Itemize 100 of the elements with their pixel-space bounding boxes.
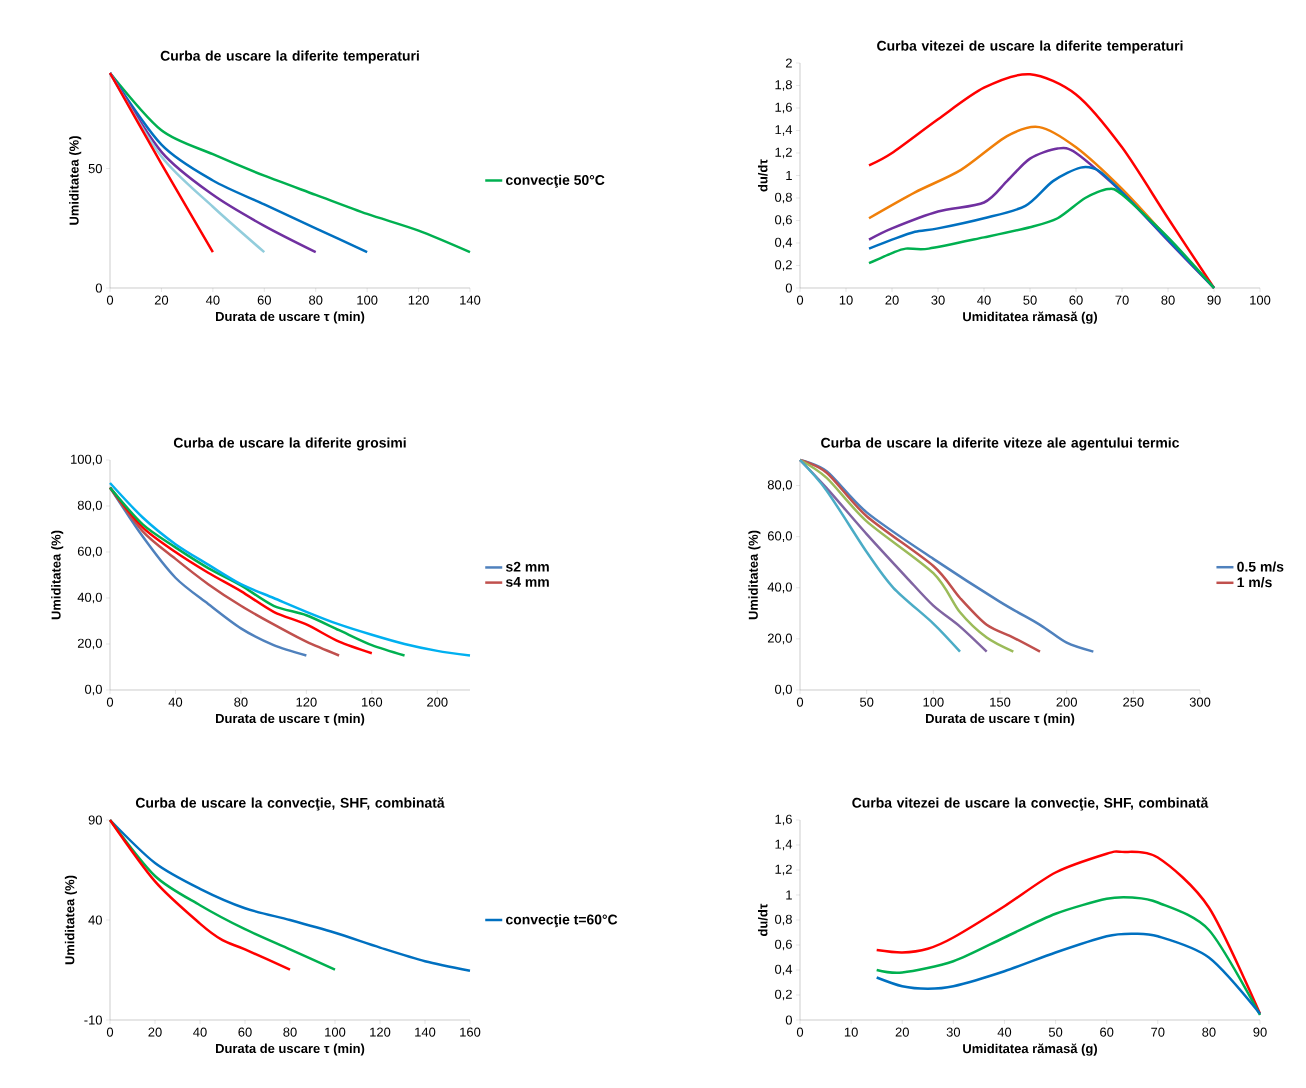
x-tick-label: 100 bbox=[1250, 295, 1271, 305]
x-axis-title: Umiditatea rămasă (g) bbox=[963, 1043, 1097, 1056]
x-tick-label: 100 bbox=[923, 697, 944, 707]
x-tick-label: 200 bbox=[1056, 697, 1077, 707]
y-tick-label: 1,6 bbox=[775, 814, 792, 826]
x-tick-label: 300 bbox=[1189, 697, 1211, 707]
chart-title: Curba de uscare la convecţie, SHF, combinată bbox=[135, 797, 445, 811]
legend-label: s2 mm bbox=[505, 561, 549, 572]
x-tick-label: 80 bbox=[283, 1027, 297, 1037]
y-axis-title: Umiditatea (%) bbox=[69, 136, 82, 225]
x-tick-label: 90 bbox=[1253, 1027, 1267, 1037]
y-tick-label: 1,8 bbox=[775, 80, 792, 91]
x-tick-label: 80 bbox=[1161, 295, 1175, 305]
x-axis-title: Durata de uscare τ (min) bbox=[216, 1043, 365, 1056]
x-tick-label: 0 bbox=[106, 295, 114, 305]
x-tick-label: 0 bbox=[106, 697, 114, 707]
y-axis-title: Umiditatea (%) bbox=[51, 530, 64, 620]
y-tick-label: 0,8 bbox=[774, 192, 792, 204]
y-tick-label: 1,4 bbox=[775, 125, 793, 136]
x-tick-label: 0 bbox=[796, 697, 804, 707]
line-series bbox=[108, 818, 292, 971]
y-tick-label: -10 bbox=[84, 1015, 102, 1025]
y-tick-label: 0,4 bbox=[774, 964, 793, 976]
x-axis-title: Durata de uscare τ (min) bbox=[216, 311, 365, 324]
y-tick-label: 0,6 bbox=[774, 939, 792, 951]
y-tick-label: 20,0 bbox=[767, 633, 792, 645]
y-axis-title: du/dτ bbox=[758, 903, 768, 937]
y-axis-title: Umiditatea (%) bbox=[748, 530, 761, 620]
x-tick-label: 0 bbox=[796, 295, 804, 305]
y-tick-label: 0 bbox=[95, 283, 102, 293]
x-tick-label: 10 bbox=[844, 1027, 858, 1037]
y-tick-label: 50 bbox=[88, 163, 102, 174]
x-tick-label: 40 bbox=[168, 697, 183, 707]
x-tick-label: 80 bbox=[1202, 1027, 1216, 1037]
y-tick-label: 0,0 bbox=[84, 684, 102, 696]
y-tick-label: 0,8 bbox=[774, 914, 792, 926]
y-tick-label: 0,6 bbox=[774, 215, 792, 226]
x-tick-label: 0 bbox=[106, 1027, 114, 1037]
y-tick-label: 1,2 bbox=[775, 147, 792, 159]
line-series bbox=[875, 932, 1262, 1015]
y-tick-label: 60,0 bbox=[77, 546, 102, 558]
y-tick-label: 0 bbox=[785, 1015, 792, 1025]
y-tick-label: 1 bbox=[786, 890, 792, 900]
x-axis-title: Durata de uscare τ (min) bbox=[926, 713, 1075, 726]
x-tick-label: 60 bbox=[257, 295, 271, 305]
x-tick-label: 80 bbox=[234, 697, 248, 707]
y-tick-label: 20,0 bbox=[77, 638, 102, 650]
y-tick-label: 1,6 bbox=[775, 102, 792, 114]
y-tick-label: 90 bbox=[88, 815, 102, 825]
chart-title: Curba de uscare la diferite viteze ale agentului termic bbox=[821, 437, 1180, 451]
x-tick-label: 10 bbox=[839, 295, 853, 305]
x-tick-label: 100 bbox=[325, 1027, 346, 1037]
x-tick-label: 140 bbox=[415, 1027, 436, 1037]
x-tick-label: 60 bbox=[1100, 1027, 1114, 1037]
legend-label: convecţie 50°C bbox=[506, 174, 605, 188]
line-series bbox=[108, 481, 472, 657]
y-tick-label: 80,0 bbox=[77, 500, 102, 512]
x-tick-label: 20 bbox=[154, 295, 169, 305]
x-tick-label: 20 bbox=[895, 1027, 909, 1037]
legend-label: 0.5 m/s bbox=[1237, 561, 1284, 572]
x-tick-label: 100 bbox=[357, 295, 378, 305]
x-tick-label: 50 bbox=[1048, 1027, 1063, 1037]
y-tick-label: 1 bbox=[786, 171, 792, 180]
x-tick-label: 150 bbox=[990, 697, 1011, 707]
x-tick-label: 20 bbox=[148, 1027, 162, 1037]
y-tick-label: 40 bbox=[88, 915, 102, 925]
x-tick-label: 70 bbox=[1115, 295, 1129, 305]
y-tick-label: 2 bbox=[785, 58, 792, 68]
y-tick-label: 60,0 bbox=[767, 531, 792, 543]
x-tick-label: 40 bbox=[205, 295, 220, 305]
x-tick-label: 120 bbox=[408, 295, 429, 305]
y-tick-label: 0,2 bbox=[774, 260, 792, 271]
y-tick-label: 40,0 bbox=[767, 582, 792, 594]
x-axis-title: Durata de uscare τ (min) bbox=[216, 713, 365, 726]
chart-title: Curba de uscare la diferite temperaturi bbox=[160, 50, 419, 64]
y-tick-label: 0,0 bbox=[774, 684, 792, 696]
legend-label: s4 mm bbox=[505, 577, 549, 587]
x-tick-label: 250 bbox=[1123, 697, 1144, 707]
y-tick-label: 100,0 bbox=[71, 454, 102, 466]
x-tick-label: 140 bbox=[460, 295, 481, 305]
x-tick-label: 50 bbox=[859, 697, 874, 707]
x-tick-label: 60 bbox=[1069, 295, 1083, 305]
legend-label: 1 m/s bbox=[1237, 576, 1272, 588]
x-tick-label: 160 bbox=[460, 1027, 481, 1037]
x-tick-label: 0 bbox=[796, 1027, 804, 1037]
y-tick-label: 40,0 bbox=[77, 592, 102, 604]
y-tick-label: 1,4 bbox=[775, 839, 793, 851]
y-tick-label: 0 bbox=[785, 283, 792, 293]
x-tick-label: 90 bbox=[1207, 295, 1221, 305]
y-tick-label: 80,0 bbox=[767, 480, 792, 491]
line-series bbox=[867, 187, 1216, 290]
x-tick-label: 200 bbox=[427, 697, 448, 707]
x-tick-label: 40 bbox=[977, 295, 991, 305]
x-tick-label: 20 bbox=[885, 295, 899, 305]
x-tick-label: 120 bbox=[296, 697, 317, 707]
x-axis-title: Umiditatea rămasă (g) bbox=[963, 311, 1097, 324]
chart-title: Curba vitezei de uscare la convecţie, SHF, combinată bbox=[852, 797, 1209, 811]
x-tick-label: 50 bbox=[1023, 295, 1037, 305]
line-series bbox=[875, 895, 1262, 1017]
y-tick-label: 0,4 bbox=[774, 237, 793, 249]
